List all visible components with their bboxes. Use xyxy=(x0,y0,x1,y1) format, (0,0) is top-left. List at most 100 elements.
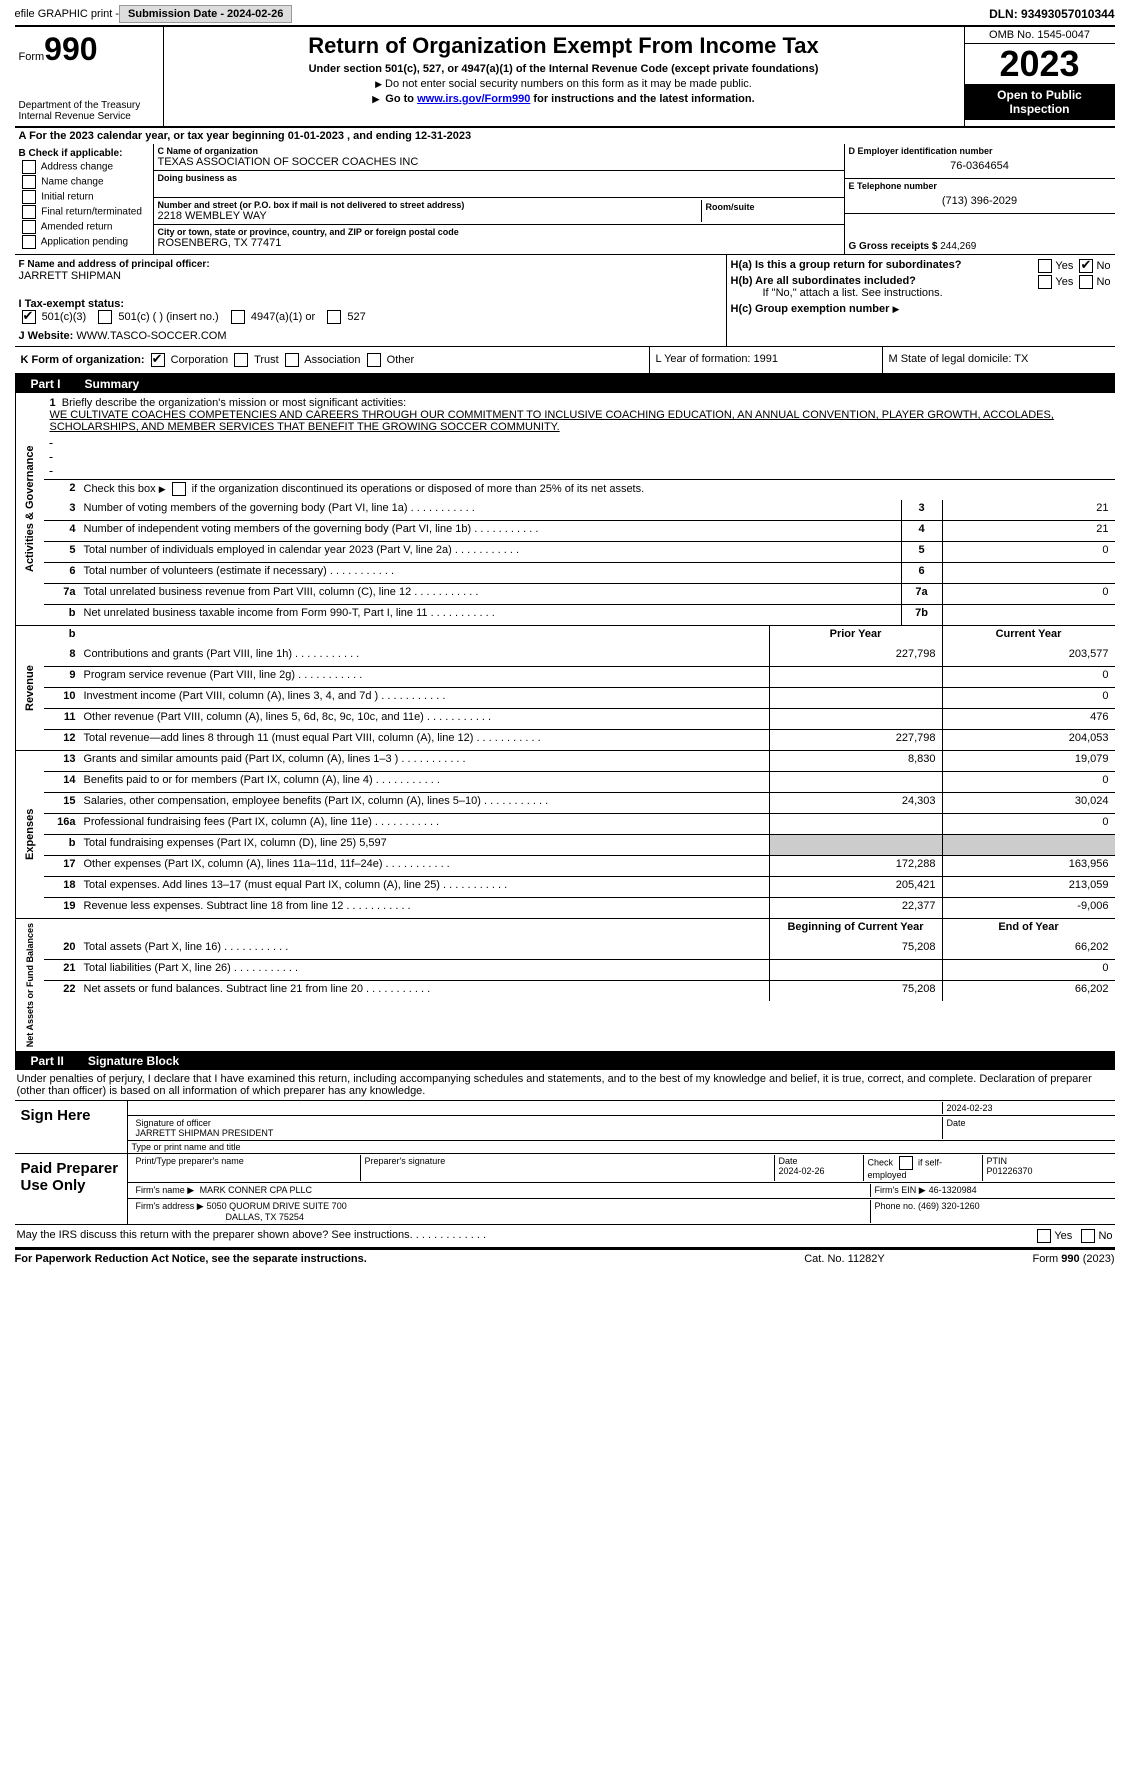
prep-date-label: Date xyxy=(779,1156,798,1166)
data-line: 22Net assets or fund balances. Subtract … xyxy=(44,980,1115,1001)
vlabel-governance: Activities & Governance xyxy=(15,393,44,625)
form-header: Form990 Department of the Treasury Inter… xyxy=(15,27,1115,128)
data-line: bTotal fundraising expenses (Part IX, co… xyxy=(44,834,1115,855)
part1-header: Part I Summary xyxy=(15,375,1115,393)
chk-address-change[interactable]: Address change xyxy=(19,160,149,174)
gov-line: 4Number of independent voting members of… xyxy=(44,520,1115,541)
chk-final-return[interactable]: Final return/terminated xyxy=(19,205,149,219)
identity-block: B Check if applicable: Address change Na… xyxy=(15,144,1115,255)
gov-line: 3Number of voting members of the governi… xyxy=(44,500,1115,520)
city-value: ROSENBERG, TX 77471 xyxy=(158,237,840,249)
data-line: 8Contributions and grants (Part VIII, li… xyxy=(44,646,1115,666)
chk-amended-return[interactable]: Amended return xyxy=(19,220,149,234)
col-b-label: B Check if applicable: xyxy=(19,148,149,159)
self-employed-label: Check if self-employed xyxy=(864,1155,983,1181)
tax-year: 2023 xyxy=(965,44,1115,84)
hb-no[interactable] xyxy=(1079,275,1093,289)
chk-association[interactable] xyxy=(285,353,299,367)
vlabel-expenses: Expenses xyxy=(15,751,44,918)
form-title: Return of Organization Exempt From Incom… xyxy=(172,33,956,59)
data-line: 15Salaries, other compensation, employee… xyxy=(44,792,1115,813)
dept-label: Department of the Treasury Internal Reve… xyxy=(19,100,159,122)
chk-4947[interactable] xyxy=(231,310,245,324)
discuss-no[interactable] xyxy=(1081,1229,1095,1243)
org-name-label: C Name of organization xyxy=(158,146,840,156)
sign-here-label: Sign Here xyxy=(15,1101,127,1153)
website-value: WWW.TASCO-SOCCER.COM xyxy=(76,330,226,342)
vlabel-revenue: Revenue xyxy=(15,626,44,750)
data-line: 21Total liabilities (Part X, line 26)0 xyxy=(44,959,1115,980)
form-label: Form xyxy=(19,51,45,63)
discuss-text: May the IRS discuss this return with the… xyxy=(17,1229,413,1241)
chk-corporation[interactable] xyxy=(151,353,165,367)
ha-yes[interactable] xyxy=(1038,259,1052,273)
irs-link[interactable]: www.irs.gov/Form990 xyxy=(417,93,530,105)
mission-text: WE CULTIVATE COACHES COMPETENCIES AND CA… xyxy=(50,409,1109,433)
firm-name-label: Firm's name xyxy=(136,1185,188,1195)
chk-527[interactable] xyxy=(327,310,341,324)
submission-date-button[interactable]: Submission Date - 2024-02-26 xyxy=(119,5,292,23)
chk-other[interactable] xyxy=(367,353,381,367)
hb-label: H(b) Are all subordinates included? xyxy=(731,275,916,287)
name-title-label: Type or print name and title xyxy=(128,1141,1115,1153)
omb-label: OMB No. 1545-0047 xyxy=(965,27,1115,44)
hb-yes[interactable] xyxy=(1038,275,1052,289)
chk-self-employed[interactable] xyxy=(899,1156,913,1170)
firm-city-value: DALLAS, TX 75254 xyxy=(136,1212,304,1222)
inspection-label: Open to Public Inspection xyxy=(965,84,1115,120)
data-line: 19Revenue less expenses. Subtract line 1… xyxy=(44,897,1115,918)
city-label: City or town, state or province, country… xyxy=(158,227,840,237)
officer-sign-name: JARRETT SHIPMAN PRESIDENT xyxy=(136,1128,274,1138)
prep-name-label: Print/Type preparer's name xyxy=(132,1155,361,1181)
chk-initial-return[interactable]: Initial return xyxy=(19,190,149,204)
sign-here-row: Sign Here 2024-02-23 Signature of office… xyxy=(15,1101,1115,1154)
form-number: 990 xyxy=(44,31,97,67)
chk-501c3[interactable] xyxy=(22,310,36,324)
data-line: 9Program service revenue (Part VIII, lin… xyxy=(44,666,1115,687)
chk-discontinued[interactable] xyxy=(172,482,186,496)
state-domicile: M State of legal domicile: TX xyxy=(882,347,1115,373)
part1-num: Part I xyxy=(23,377,69,391)
hdr-begin-year: Beginning of Current Year xyxy=(769,919,942,939)
gross-label: G Gross receipts $ xyxy=(849,241,938,252)
ha-no[interactable] xyxy=(1079,259,1093,273)
firm-phone-label: Phone no. xyxy=(875,1201,919,1211)
expenses-section: Expenses 13Grants and similar amounts pa… xyxy=(15,751,1115,919)
firm-addr-value: 5050 QUORUM DRIVE SUITE 700 xyxy=(207,1201,347,1211)
hdr-end-year: End of Year xyxy=(942,919,1115,939)
firm-ein-value: 46-1320984 xyxy=(929,1185,977,1195)
q1-label: Briefly describe the organization's miss… xyxy=(62,397,406,409)
ptin-value: P01226370 xyxy=(987,1166,1033,1176)
ein-value: 76-0364654 xyxy=(849,156,1111,176)
data-line: 16aProfessional fundraising fees (Part I… xyxy=(44,813,1115,834)
street-value: 2218 WEMBLEY WAY xyxy=(158,210,701,222)
data-line: 17Other expenses (Part IX, column (A), l… xyxy=(44,855,1115,876)
part2-title: Signature Block xyxy=(88,1054,179,1068)
room-label: Room/suite xyxy=(706,202,836,212)
paid-preparer-label: Paid Preparer Use Only xyxy=(15,1154,127,1224)
hdr-prior-year: Prior Year xyxy=(769,626,942,646)
ha-label: H(a) Is this a group return for subordin… xyxy=(731,259,962,271)
data-line: 18Total expenses. Add lines 13–17 (must … xyxy=(44,876,1115,897)
chk-application-pending[interactable]: Application pending xyxy=(19,235,149,249)
q2-text: Check this box if the organization disco… xyxy=(80,480,1115,500)
part2-header: Part II Signature Block xyxy=(15,1052,1115,1070)
dba-label: Doing business as xyxy=(158,173,840,183)
chk-501c[interactable] xyxy=(98,310,112,324)
ein-label: D Employer identification number xyxy=(849,146,1111,156)
gov-line: bNet unrelated business taxable income f… xyxy=(44,604,1115,625)
chk-trust[interactable] xyxy=(234,353,248,367)
officer-name: JARRETT SHIPMAN xyxy=(19,270,722,282)
firm-name-value: MARK CONNER CPA PLLC xyxy=(200,1185,312,1195)
discuss-yes[interactable] xyxy=(1037,1229,1051,1243)
prep-date-value: 2024-02-26 xyxy=(779,1166,825,1176)
firm-ein-label: Firm's EIN xyxy=(875,1185,919,1195)
hc-label: H(c) Group exemption number xyxy=(731,303,893,315)
dln-label: DLN: 93493057010344 xyxy=(989,7,1114,21)
data-line: 14Benefits paid to or for members (Part … xyxy=(44,771,1115,792)
prep-sig-label: Preparer's signature xyxy=(361,1155,775,1181)
tel-label: E Telephone number xyxy=(849,181,1111,191)
revenue-section: Revenue b Prior Year Current Year 8Contr… xyxy=(15,626,1115,751)
chk-name-change[interactable]: Name change xyxy=(19,175,149,189)
sign-date: 2024-02-23 xyxy=(943,1102,1111,1114)
